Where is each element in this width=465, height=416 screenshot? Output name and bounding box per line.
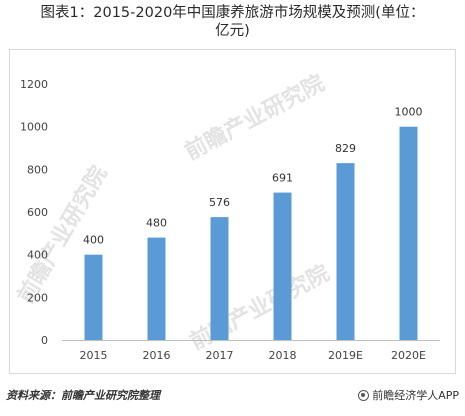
- watermark-text: 前瞻产业研究院: [181, 70, 329, 165]
- x-tick-label: 2019E: [328, 349, 363, 362]
- y-tick-label: 400: [27, 249, 48, 262]
- brand-credit: 前瞻经济学人APP: [358, 387, 459, 403]
- data-label: 480: [146, 217, 167, 230]
- y-tick-label: 800: [27, 163, 48, 176]
- chart-title-line-2: 亿元): [215, 23, 250, 39]
- brand-logo-icon: [358, 389, 370, 401]
- x-tick-label: 2015: [80, 349, 108, 362]
- watermark-text: 前瞻产业研究院: [186, 260, 334, 355]
- data-label: 400: [83, 234, 104, 247]
- x-tick-label: 2020E: [391, 349, 426, 362]
- bar-2017: [210, 217, 229, 340]
- chart-title: 图表1：2015-2020年中国康养旅游市场规模及预测(单位： 亿元): [0, 4, 465, 40]
- data-label: 1000: [395, 106, 423, 119]
- data-label: 691: [272, 172, 293, 185]
- y-tick-label: 600: [27, 206, 48, 219]
- chart-title-line-1: 图表1：2015-2020年中国康养旅游市场规模及预测(单位：: [40, 5, 425, 21]
- bar-2016: [147, 237, 166, 340]
- x-tick-label: 2017: [206, 349, 234, 362]
- y-tick-label: 200: [27, 291, 48, 304]
- chart-frame: 前瞻产业研究院 前瞻产业研究院 前瞻产业研究院 0 200 400 600 800 1000 12…: [9, 49, 456, 374]
- source-note: 资料来源：前瞻产业研究院整理: [6, 389, 160, 402]
- x-tick-label: 2018: [269, 349, 297, 362]
- x-tick-label: 2016: [143, 349, 171, 362]
- bar-2020E: [399, 126, 418, 341]
- y-tick-label: 0: [41, 334, 48, 347]
- bar-2015: [84, 254, 103, 340]
- bar-2019E: [336, 163, 355, 340]
- data-label: 576: [209, 196, 230, 209]
- bar-chart: 前瞻产业研究院前瞻产业研究院前瞻产业研究院0200400600800100012…: [13, 70, 440, 362]
- data-label: 829: [335, 142, 356, 155]
- brand-name: 前瞻经济学人APP: [372, 389, 459, 402]
- y-tick-label: 1200: [20, 78, 48, 91]
- bar-2018: [273, 192, 292, 340]
- y-tick-label: 1000: [20, 121, 48, 134]
- footer: 资料来源：前瞻产业研究院整理 前瞻经济学人APP: [6, 385, 459, 403]
